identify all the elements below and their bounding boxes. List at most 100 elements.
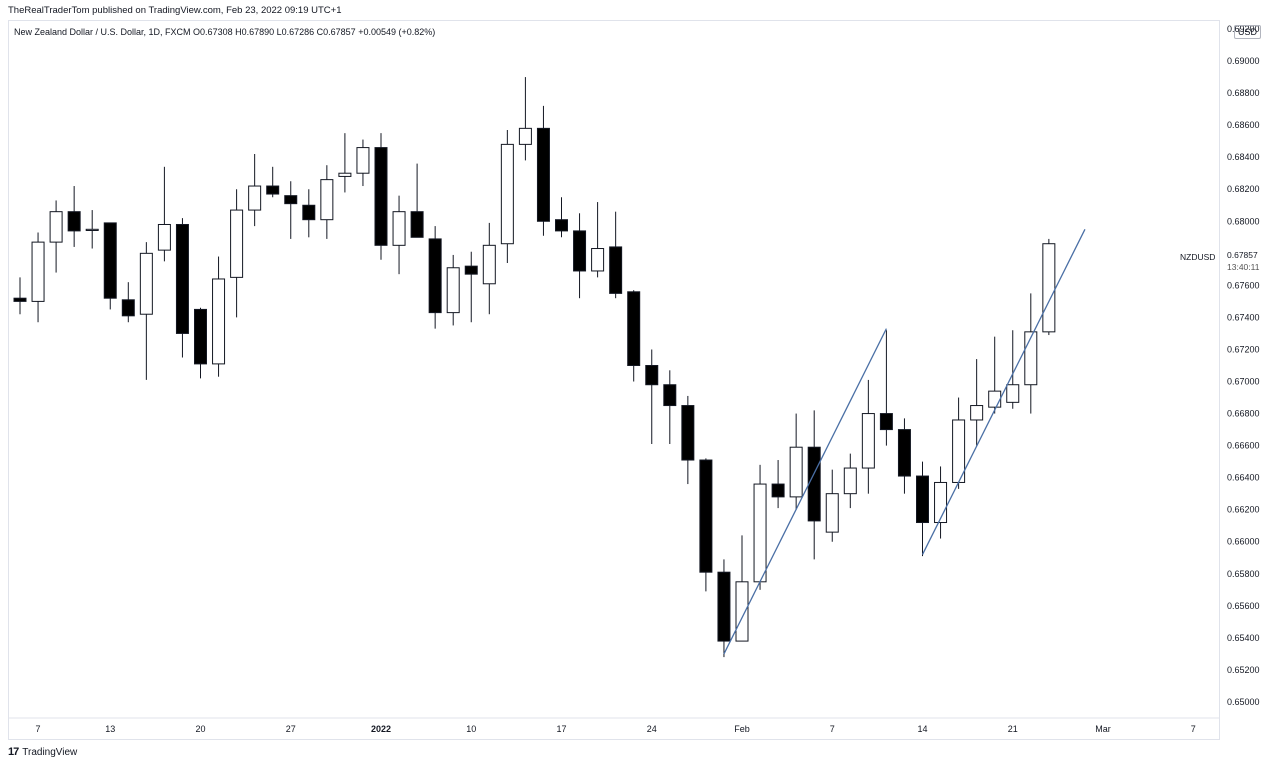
candle[interactable] — [194, 307, 207, 379]
candle-body-down — [374, 147, 388, 246]
candle[interactable] — [717, 559, 731, 658]
candle[interactable] — [392, 195, 406, 275]
candle[interactable] — [212, 256, 226, 377]
candle[interactable] — [609, 211, 623, 299]
price-tick-label: 0.67600 — [1227, 280, 1260, 290]
candle[interactable] — [121, 282, 135, 323]
candle[interactable] — [627, 290, 641, 382]
candle-body-up — [970, 405, 984, 421]
candle-body-down — [410, 211, 424, 238]
candle-body-up — [843, 467, 857, 495]
time-tick-label: 21 — [1008, 724, 1018, 734]
candle[interactable] — [843, 453, 857, 509]
time-tick-label: Feb — [734, 724, 750, 734]
candle-body-up — [988, 390, 1002, 408]
candle[interactable] — [248, 153, 262, 227]
tradingview-logo[interactable]: 17 TradingView — [8, 746, 77, 758]
candle[interactable] — [13, 277, 27, 315]
candle[interactable] — [879, 330, 893, 446]
candle[interactable] — [825, 469, 839, 542]
price-tick-label: 0.67400 — [1227, 312, 1260, 322]
candle[interactable] — [663, 370, 677, 445]
candle[interactable] — [753, 464, 767, 590]
candle[interactable] — [897, 418, 911, 494]
candle-body-down — [916, 475, 929, 524]
candle[interactable] — [1006, 330, 1020, 409]
candle[interactable] — [49, 200, 63, 273]
time-tick-label: 2022 — [371, 724, 391, 734]
symbol-legend: New Zealand Dollar / U.S. Dollar, 1D, FX… — [14, 27, 436, 37]
candle[interactable] — [970, 359, 984, 446]
trendline[interactable] — [921, 229, 1086, 555]
price-tick-label: 0.66000 — [1227, 537, 1260, 547]
candle[interactable] — [861, 379, 875, 494]
currency-button[interactable]: USD — [1234, 25, 1262, 39]
candle[interactable] — [464, 251, 478, 323]
candle[interactable] — [103, 222, 117, 310]
price-tick-label: 0.68600 — [1227, 120, 1260, 130]
candle-body-up — [248, 185, 262, 211]
tradingview-logo-icon: 17 — [8, 746, 19, 758]
price-axis: 0.69200 0.69000 0.68800 0.68600 0.68400 0.682… — [1227, 24, 1260, 707]
candle[interactable] — [374, 133, 388, 260]
candle[interactable] — [302, 189, 316, 238]
candle[interactable] — [266, 166, 280, 198]
candle[interactable] — [518, 77, 532, 161]
candle[interactable] — [573, 213, 587, 299]
candle-body-up — [157, 223, 171, 251]
price-tick-label: 0.65800 — [1227, 569, 1260, 579]
candle-body-up — [861, 413, 875, 469]
price-tick-label: 0.66400 — [1227, 473, 1260, 483]
candle[interactable] — [735, 535, 749, 642]
candle[interactable] — [699, 458, 713, 592]
candle-body-up — [212, 278, 226, 365]
candle[interactable] — [175, 218, 189, 358]
candle[interactable] — [916, 461, 929, 557]
candle[interactable] — [356, 139, 370, 187]
candle[interactable] — [410, 163, 424, 238]
tradingview-brand-text: TradingView — [22, 746, 78, 758]
candle[interactable] — [555, 197, 568, 238]
candle[interactable] — [536, 105, 550, 236]
candle-body-down — [121, 299, 135, 317]
candle-body-down — [681, 405, 695, 461]
candle[interactable] — [320, 165, 334, 239]
candle[interactable] — [645, 349, 659, 445]
candle[interactable] — [31, 232, 45, 323]
candle-body-up — [1006, 384, 1020, 403]
candle[interactable] — [500, 129, 514, 263]
candle-body-down — [555, 219, 568, 232]
candle[interactable] — [789, 413, 803, 510]
candle[interactable] — [338, 133, 352, 193]
candle-body-up — [230, 209, 244, 278]
candle[interactable] — [1024, 293, 1038, 414]
candle[interactable] — [67, 186, 81, 247]
candle-body-down — [175, 223, 189, 334]
candle[interactable] — [681, 395, 695, 485]
candle[interactable] — [482, 222, 496, 315]
candle[interactable] — [591, 202, 605, 278]
candle-body-up — [31, 241, 45, 302]
candle[interactable] — [157, 166, 171, 262]
chart-frame[interactable] — [8, 20, 1220, 740]
candle[interactable] — [230, 189, 244, 318]
trendline[interactable] — [723, 328, 887, 655]
candle[interactable] — [952, 397, 966, 489]
candle-body-down — [103, 222, 117, 299]
candle[interactable] — [1042, 238, 1056, 336]
candle[interactable] — [807, 410, 821, 560]
candle[interactable] — [428, 226, 442, 329]
price-tick-label: 0.68800 — [1227, 88, 1260, 98]
price-tick-label: 0.68400 — [1227, 152, 1260, 162]
candle-body-up — [753, 483, 767, 583]
candle[interactable] — [771, 460, 785, 509]
candle[interactable] — [139, 242, 153, 380]
candle-body-down — [645, 364, 659, 386]
candle[interactable] — [446, 254, 460, 326]
candle[interactable] — [85, 210, 99, 249]
candle[interactable] — [284, 181, 298, 239]
candle-body-down — [266, 185, 280, 195]
trendlines — [723, 229, 1086, 655]
candle-body-down — [879, 413, 893, 431]
